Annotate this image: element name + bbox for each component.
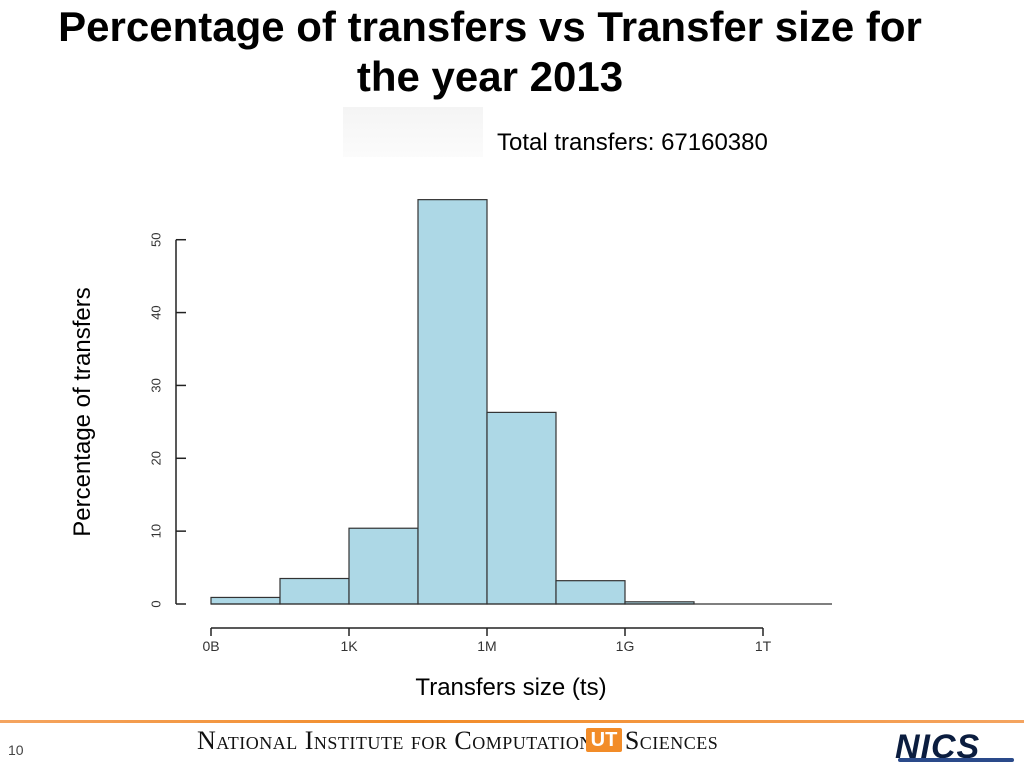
y-tick-label: 10 xyxy=(148,524,163,538)
nics-logo-swoosh xyxy=(898,758,1014,762)
histogram-bar xyxy=(210,596,281,605)
x-tick-label: 0B xyxy=(202,638,219,654)
x-tick-label: 1K xyxy=(340,638,358,654)
y-tick-label: 50 xyxy=(148,232,163,246)
histogram-bar xyxy=(279,577,350,605)
x-axis-label: Transfers size (ts) xyxy=(415,674,607,701)
y-tick-label: 0 xyxy=(148,600,163,607)
y-tick-label: 30 xyxy=(148,378,163,392)
histogram-bar xyxy=(417,199,488,605)
y-axis-label: Percentage of transfers xyxy=(69,287,96,537)
x-tick-label: 1G xyxy=(616,638,635,654)
page-number: 10 xyxy=(8,742,24,758)
histogram-bar xyxy=(555,580,626,605)
x-tick-label: 1T xyxy=(755,638,772,654)
total-transfers-label: Total transfers: 67160380 xyxy=(497,129,768,156)
histogram-bar xyxy=(348,527,419,605)
y-tick-label: 40 xyxy=(148,305,163,319)
x-tick-label: 1M xyxy=(477,638,496,654)
institute-name: National Institute for Computational Sci… xyxy=(197,726,719,755)
blurred-region xyxy=(343,107,483,157)
ut-logo: UT xyxy=(586,728,622,752)
footer-divider xyxy=(0,720,1024,723)
histogram-bar xyxy=(486,411,557,605)
slide-title: Percentage of transfers vs Transfer size… xyxy=(58,3,922,100)
y-tick-label: 20 xyxy=(148,451,163,465)
